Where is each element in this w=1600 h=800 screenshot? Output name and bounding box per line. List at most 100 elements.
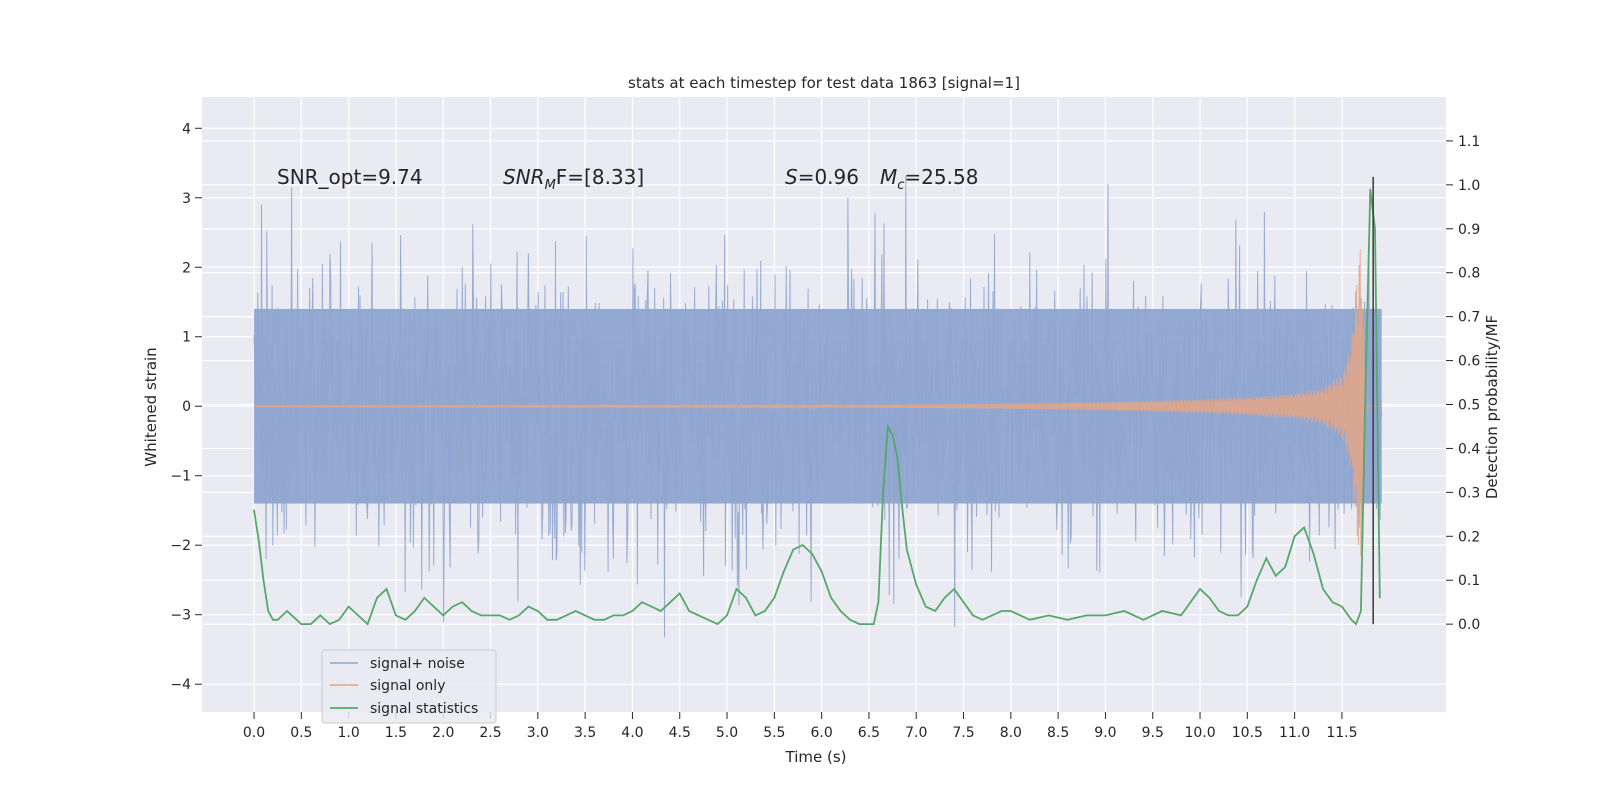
y2-tick-label: 1.1 <box>1458 134 1480 150</box>
signal-statistics-point <box>830 597 832 599</box>
signal-statistics-point <box>319 614 321 617</box>
y-tick-label: 1 <box>182 330 191 346</box>
signal-statistics-point <box>272 619 274 621</box>
signal-statistics-point <box>821 570 823 573</box>
signal-statistics-point <box>1208 597 1211 599</box>
snr-mf-main: SNR <box>503 165 545 189</box>
signal-statistics-point <box>1294 535 1296 537</box>
signal-statistics-point <box>792 548 794 551</box>
signal-statistics-point <box>1000 610 1003 612</box>
x-tick-label: 9.0 <box>1094 725 1116 741</box>
y2-tick-label: 0.1 <box>1458 573 1480 589</box>
signal-statistics-point <box>764 610 766 612</box>
signal-statistics-point <box>717 623 719 625</box>
signal-statistics-point <box>882 491 884 493</box>
signal-statistics-point <box>575 610 577 612</box>
signal-statistics-point <box>433 606 435 608</box>
signal-statistics-point <box>348 606 350 608</box>
signal-statistics-point <box>1067 619 1069 621</box>
signal-statistics-point <box>1374 228 1376 230</box>
x-tick-label: 3.5 <box>574 725 596 741</box>
chart-title: stats at each timestep for test data 186… <box>628 74 1020 92</box>
signal-statistics-point <box>300 623 302 625</box>
signal-statistics-point <box>357 614 359 617</box>
signal-statistics-point <box>679 592 681 595</box>
signal-statistics-point <box>1303 526 1305 529</box>
signal-statistics-point <box>329 623 331 625</box>
x-axis-title: Time (s) <box>785 748 847 766</box>
snr-mf-sub: M <box>545 178 556 193</box>
y-tick-label: −4 <box>170 677 191 693</box>
y-tick-label: 0 <box>182 399 191 415</box>
signal-statistics-point <box>367 623 369 625</box>
signal-statistics-point <box>877 601 880 603</box>
mc-sub: c <box>897 178 904 193</box>
signal-statistics-point <box>612 614 615 617</box>
y2-tick-label: 0.3 <box>1458 485 1480 501</box>
signal-statistics-point <box>1161 610 1163 612</box>
signal-statistics-point <box>1237 614 1239 617</box>
signal-statistics-point <box>1341 606 1343 608</box>
signal-statistics-point <box>1322 588 1324 590</box>
x-tick-label: 9.5 <box>1142 725 1164 741</box>
signal-statistics-point <box>1010 610 1012 612</box>
signal-statistics-point <box>631 610 634 612</box>
signal-statistics-point <box>404 619 406 621</box>
x-tick-label: 5.5 <box>763 725 785 741</box>
signal-statistics-point <box>499 614 501 617</box>
snr-mf-rest: F=[8.33] <box>556 165 644 189</box>
signal-statistics-point <box>726 614 728 617</box>
signal-statistics-point <box>546 619 548 621</box>
signal-statistics-point <box>698 614 700 617</box>
signal-statistics-point <box>461 601 463 603</box>
signal-statistics-point <box>1275 575 1277 577</box>
y-tick-label: −3 <box>170 608 191 624</box>
signal-statistics-point <box>622 614 624 617</box>
x-tick-label: 11.5 <box>1326 725 1357 741</box>
y2-axis-title: Detection probability/MF <box>1483 315 1501 499</box>
signal-noise-line <box>253 176 1383 638</box>
signal-statistics-point <box>423 597 425 599</box>
snr-opt-text: SNR_opt=9.74 <box>277 165 423 189</box>
signal-statistics-point <box>745 597 747 599</box>
y2-tick-label: 0.5 <box>1458 398 1480 414</box>
x-tick-label: 5.0 <box>716 725 738 741</box>
signal-statistics-point <box>603 619 605 621</box>
right-axis-ticks: 0.0 0.1 0.2 0.3 0.4 0.5 0.6 0.7 0.8 0.9 1.0 1.1 <box>1446 134 1480 633</box>
x-tick-label: 8.0 <box>1000 725 1022 741</box>
x-tick-label: 2.0 <box>432 725 454 741</box>
mc-main: M <box>880 165 897 189</box>
signal-statistics-point <box>915 584 917 586</box>
signal-statistics-point <box>508 619 511 621</box>
signal-statistics-point <box>286 610 288 612</box>
y-tick-label: −1 <box>170 469 191 485</box>
x-tick-label: 1.0 <box>337 725 359 741</box>
signal-statistics-point <box>1379 597 1381 599</box>
signal-statistics-point <box>1284 566 1286 568</box>
signal-statistics-point <box>584 614 586 617</box>
signal-statistics-point <box>1246 606 1248 608</box>
signal-statistics-point <box>887 425 889 428</box>
signal-statistics-point <box>258 540 260 542</box>
y2-tick-label: 0.2 <box>1458 529 1480 545</box>
signal-statistics-point <box>1218 610 1220 612</box>
x-tick-label: 8.5 <box>1047 725 1069 741</box>
y-tick-label: 4 <box>182 121 191 137</box>
signal-statistics-point <box>1360 610 1362 612</box>
y2-tick-label: 0.0 <box>1458 617 1480 633</box>
signal-statistics-point <box>556 619 558 621</box>
signal-statistics-point <box>1227 614 1229 617</box>
signal-statistics-point <box>660 610 662 612</box>
signal-statistics-point <box>906 548 908 551</box>
signal-statistics-point <box>873 623 875 625</box>
x-tick-label: 0.0 <box>243 725 265 741</box>
signal-statistics-point <box>1355 623 1357 625</box>
signal-statistics-point <box>537 610 539 612</box>
signal-statistics-point <box>981 619 984 621</box>
x-tick-label: 3.0 <box>527 725 549 741</box>
signal-statistics-point <box>1365 381 1367 384</box>
annotation-snr-mf: SNRMF=[8.33] <box>503 165 644 193</box>
signal-statistics-point <box>262 579 265 581</box>
x-tick-label: 10.0 <box>1184 725 1215 741</box>
x-tick-label: 4.0 <box>621 725 643 741</box>
